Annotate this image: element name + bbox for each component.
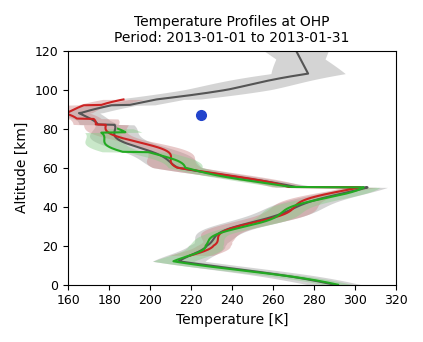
Title: Temperature Profiles at OHP
Period: 2013-01-01 to 2013-01-31: Temperature Profiles at OHP Period: 2013… [115, 15, 350, 45]
X-axis label: Temperature [K]: Temperature [K] [176, 313, 288, 327]
Y-axis label: Altitude [km]: Altitude [km] [15, 122, 29, 213]
